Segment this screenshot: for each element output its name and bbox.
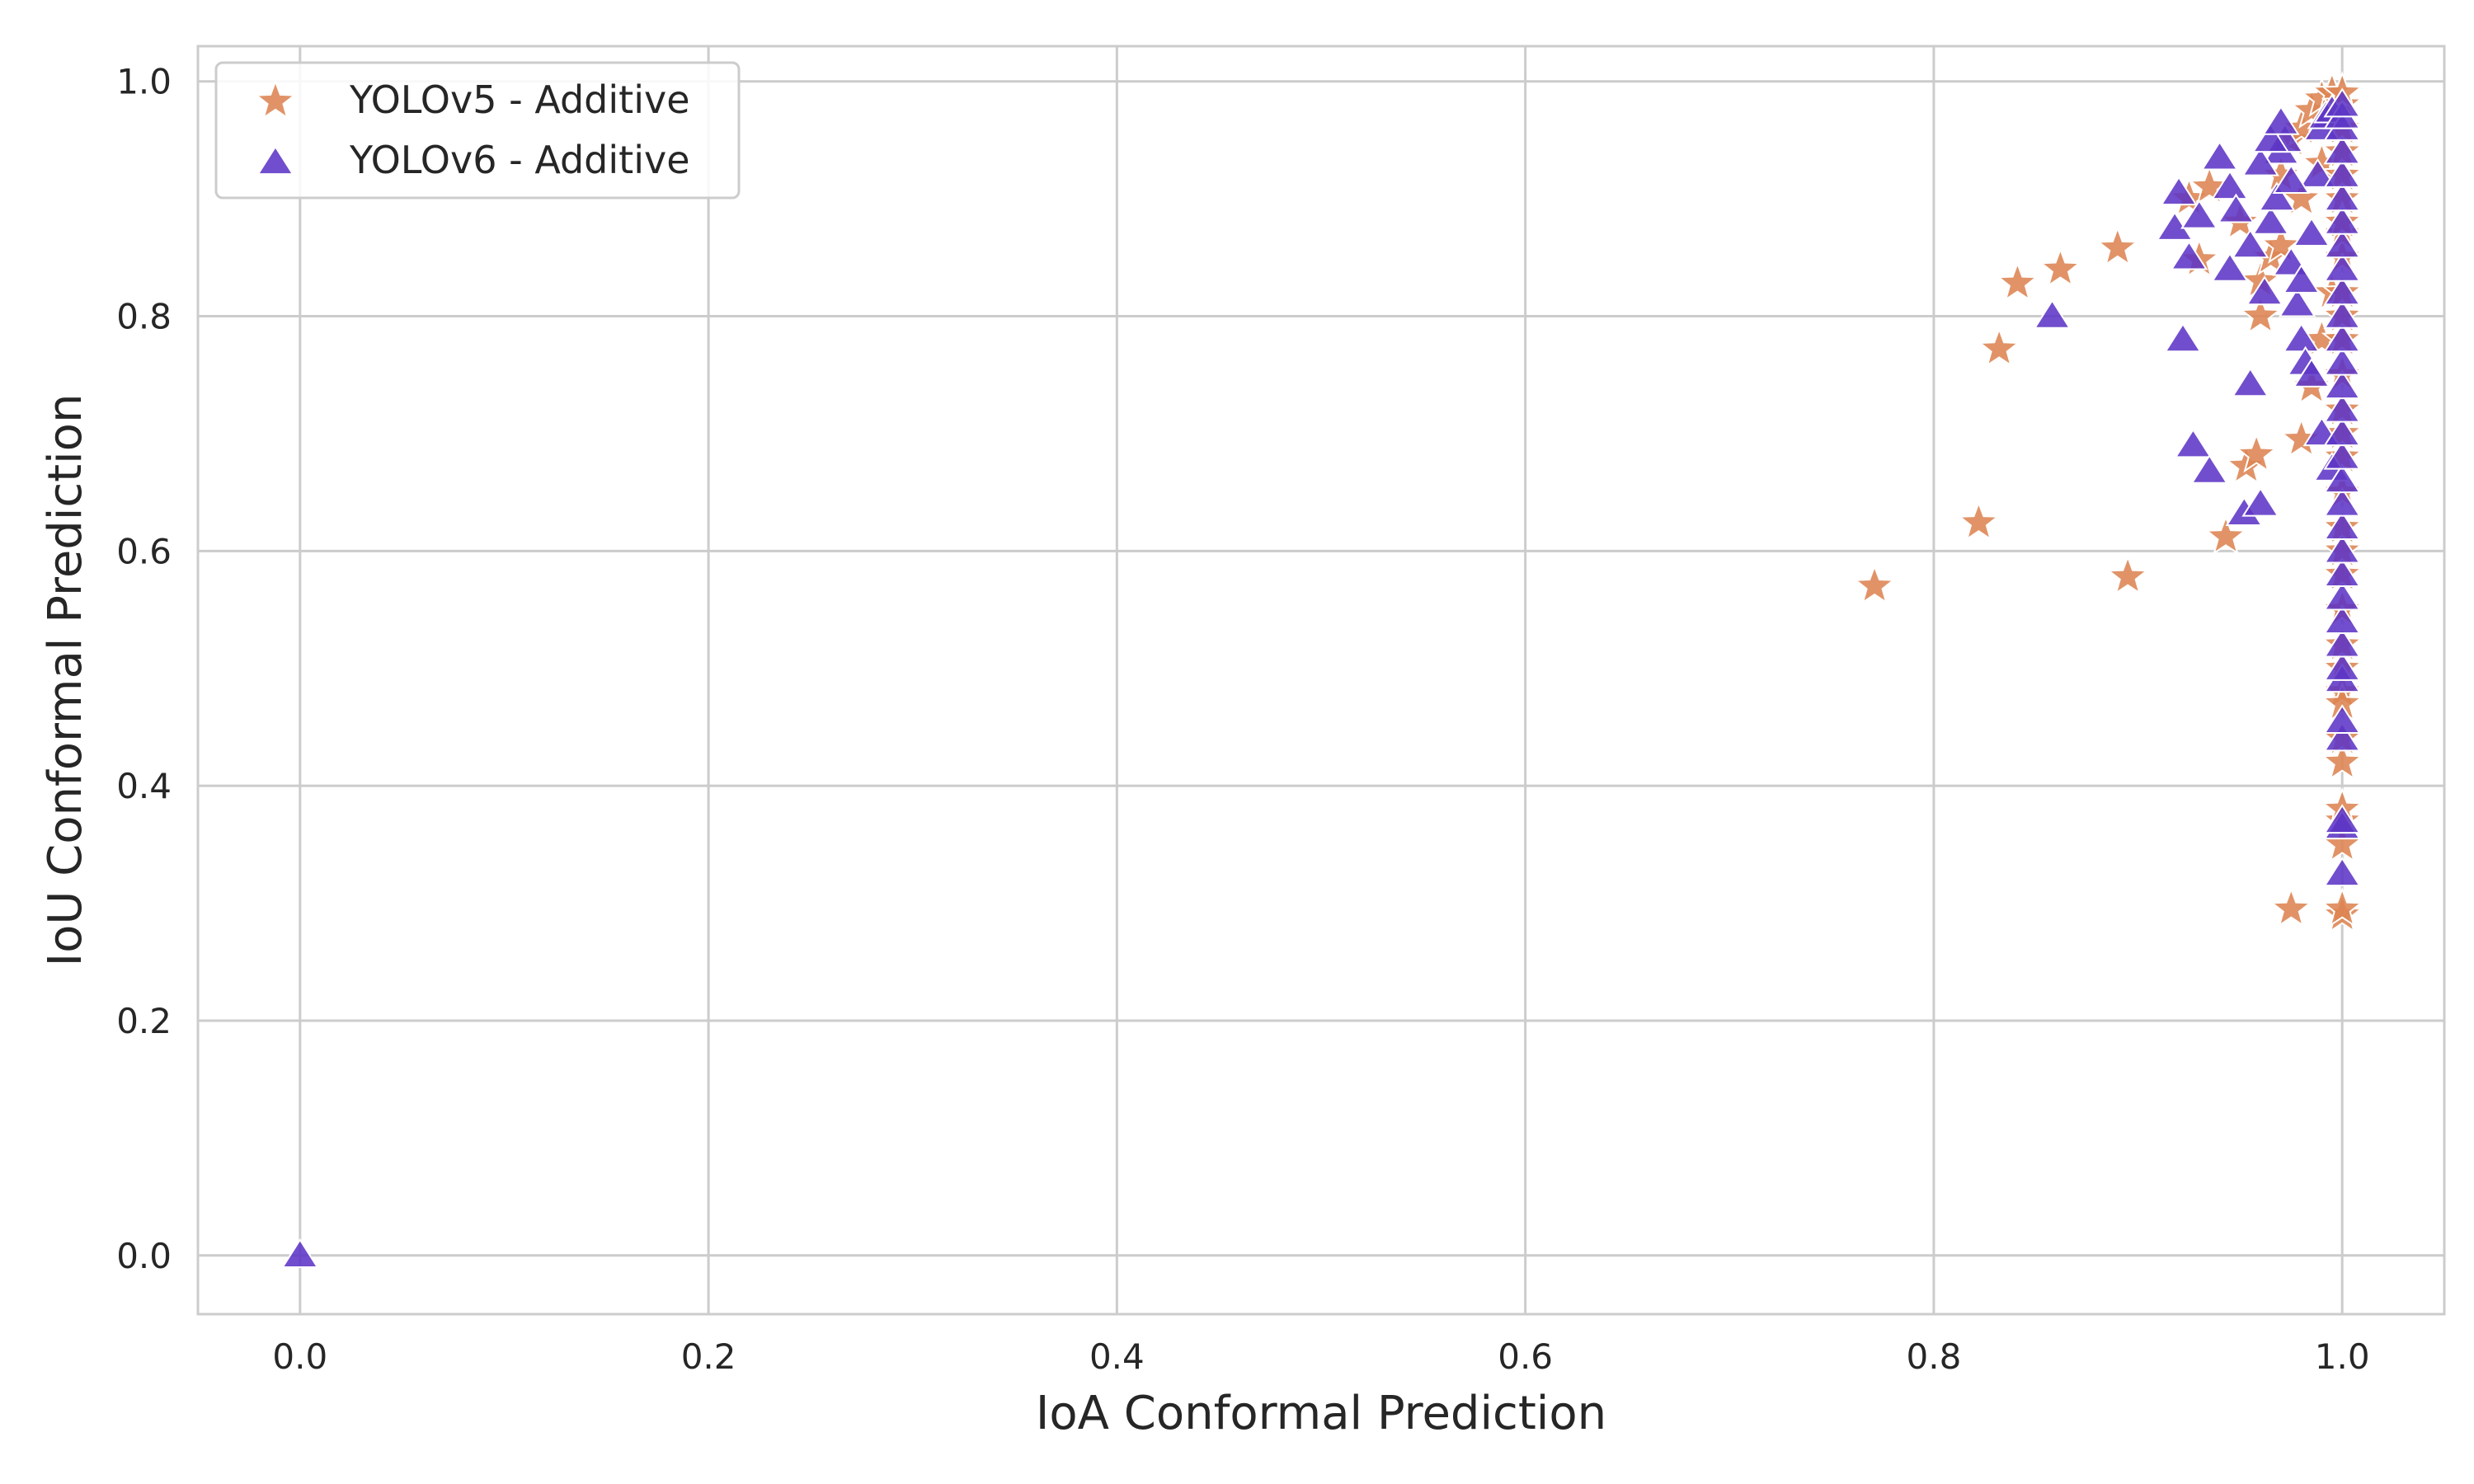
legend-marker-yolov5	[254, 79, 297, 120]
x-axis-label: IoA Conformal Prediction	[1036, 1387, 1606, 1440]
data-point	[2323, 228, 2361, 259]
data-point	[2096, 226, 2139, 266]
data-point	[2321, 886, 2363, 928]
data-point	[1853, 564, 1896, 604]
data-point	[2039, 247, 2082, 288]
data-point	[2262, 105, 2300, 135]
data-point	[2251, 204, 2290, 235]
data-point	[2323, 181, 2361, 212]
data-point	[2323, 392, 2361, 423]
y-tick-label: 0.4	[116, 766, 172, 806]
data-point	[2211, 170, 2249, 200]
data-point	[2170, 240, 2208, 270]
data-point	[2164, 322, 2202, 353]
y-tick-label: 1.0	[116, 62, 172, 102]
data-point	[2293, 217, 2331, 247]
data-point	[2323, 275, 2361, 306]
data-point	[2272, 164, 2311, 194]
data-point	[2323, 627, 2361, 658]
x-tick-labels: 0.0 0.2 0.4 0.6 0.8 1.0	[272, 1336, 2369, 1377]
y-tick-label: 0.6	[116, 531, 172, 571]
data-point	[2323, 486, 2361, 517]
data-point	[2323, 369, 2361, 400]
legend-box	[214, 61, 741, 200]
data-point	[2323, 804, 2361, 834]
data-point	[2323, 204, 2361, 235]
data-point	[2241, 146, 2279, 176]
data-point	[2246, 275, 2284, 306]
plot-background	[196, 45, 2446, 1316]
data-point	[2160, 176, 2198, 206]
data-point	[2278, 287, 2316, 317]
data-point	[2323, 857, 2361, 887]
legend: YOLOv5 - Additive YOLOv6 - Additive	[214, 61, 741, 200]
legend-marker-yolov6	[256, 145, 294, 176]
data-point	[2323, 533, 2361, 564]
data-point	[2180, 199, 2218, 229]
data-point	[2200, 140, 2239, 171]
legend-marker-triangle	[256, 145, 294, 176]
data-point	[2323, 463, 2361, 494]
data-point	[2323, 251, 2361, 282]
data-points	[280, 71, 2363, 1268]
data-point	[2211, 251, 2249, 282]
data-point	[2231, 228, 2269, 259]
data-point	[2239, 294, 2282, 335]
data-point	[2235, 432, 2278, 473]
data-point	[2323, 721, 2361, 752]
data-point	[2323, 704, 2361, 735]
data-point	[1978, 326, 2020, 368]
data-point	[2323, 87, 2361, 118]
data-point	[2258, 181, 2296, 212]
data-point	[2190, 453, 2229, 484]
data-point	[2106, 554, 2149, 595]
data-point	[2323, 557, 2361, 588]
data-point	[2321, 740, 2363, 781]
data-point	[2260, 223, 2302, 264]
series-yolov6	[280, 87, 2361, 1268]
data-point	[2217, 193, 2255, 223]
data-point	[1957, 500, 2000, 541]
data-point	[2241, 486, 2279, 517]
legend-label-yolov5: YOLOv5 - Additive	[349, 77, 690, 122]
data-point	[2293, 357, 2331, 387]
data-point	[2251, 123, 2290, 153]
data-point	[2231, 367, 2269, 397]
data-point	[1996, 261, 2039, 302]
data-point	[2282, 264, 2321, 294]
data-point	[2269, 886, 2312, 928]
data-point	[2323, 510, 2361, 541]
y-axis-label: IoU Conformal Prediction	[39, 394, 92, 967]
data-point	[2323, 439, 2361, 470]
y-tick-label: 0.0	[116, 1236, 172, 1276]
data-point	[2323, 298, 2361, 329]
data-point	[2323, 134, 2361, 165]
data-point	[2323, 345, 2361, 376]
data-point	[2033, 298, 2072, 329]
legend-label-yolov6: YOLOv6 - Additive	[349, 138, 690, 182]
data-point	[2204, 514, 2247, 556]
x-tick-label: 1.0	[2315, 1336, 2370, 1377]
data-point	[2323, 157, 2361, 188]
x-tick-label: 0.4	[1089, 1336, 1145, 1377]
x-tick-label: 0.6	[1498, 1336, 1553, 1377]
data-point	[2174, 428, 2213, 458]
legend-marker-star	[254, 79, 297, 120]
data-point	[2298, 157, 2337, 188]
y-tick-label: 0.2	[116, 1001, 172, 1041]
x-tick-label: 0.0	[272, 1336, 327, 1377]
data-point	[2323, 604, 2361, 634]
x-tick-label: 0.2	[681, 1336, 736, 1377]
data-point	[2323, 580, 2361, 611]
data-point	[2323, 322, 2361, 353]
data-point	[2323, 416, 2361, 447]
data-point	[2323, 650, 2361, 681]
x-tick-label: 0.8	[1907, 1336, 1962, 1377]
y-tick-label: 0.8	[116, 297, 172, 337]
data-point	[2282, 322, 2321, 353]
data-point	[280, 1238, 319, 1268]
y-tick-labels: 0.0 0.2 0.4 0.6 0.8 1.0	[116, 62, 172, 1276]
